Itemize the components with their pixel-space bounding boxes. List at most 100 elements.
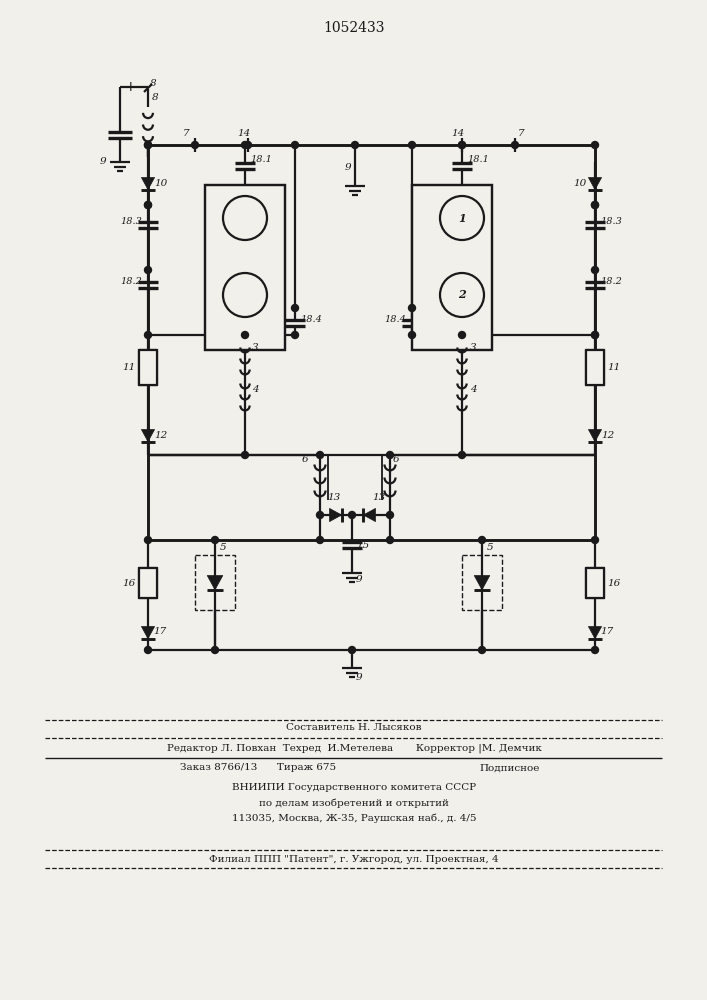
Bar <box>205 185 285 350</box>
Circle shape <box>479 536 486 544</box>
Text: 3: 3 <box>470 344 477 353</box>
Circle shape <box>440 196 484 240</box>
Text: 17: 17 <box>153 628 166 637</box>
Text: 18.2: 18.2 <box>120 277 142 286</box>
Text: Заказ 8766/13      Тираж 675: Заказ 8766/13 Тираж 675 <box>180 764 336 772</box>
Circle shape <box>144 332 151 338</box>
Circle shape <box>317 536 324 544</box>
Polygon shape <box>141 430 155 442</box>
Text: 11: 11 <box>122 362 135 371</box>
Circle shape <box>511 141 518 148</box>
Bar <box>412 185 492 350</box>
Text: 14: 14 <box>451 128 464 137</box>
Text: 13: 13 <box>372 492 385 502</box>
Polygon shape <box>363 508 375 522</box>
Polygon shape <box>141 626 155 639</box>
Circle shape <box>459 452 465 458</box>
Circle shape <box>211 647 218 654</box>
Circle shape <box>387 536 394 544</box>
Text: 18.1: 18.1 <box>250 155 272 164</box>
Circle shape <box>317 512 324 518</box>
Circle shape <box>387 452 394 458</box>
Bar <box>205 185 285 350</box>
Circle shape <box>242 452 248 458</box>
Text: 5: 5 <box>220 544 227 552</box>
Text: 6: 6 <box>302 456 309 464</box>
Circle shape <box>349 647 356 654</box>
Circle shape <box>459 141 465 148</box>
Text: 8: 8 <box>150 80 157 89</box>
Circle shape <box>291 141 298 148</box>
Text: 18.4: 18.4 <box>300 316 322 324</box>
Text: +: + <box>124 80 136 94</box>
Circle shape <box>409 141 416 148</box>
Circle shape <box>144 141 151 148</box>
Circle shape <box>592 141 599 148</box>
Circle shape <box>351 141 358 148</box>
Text: 18.1: 18.1 <box>467 155 489 164</box>
Text: 113035, Москва, Ж-35, Раушская наб., д. 4/5: 113035, Москва, Ж-35, Раушская наб., д. … <box>232 813 477 823</box>
Circle shape <box>144 266 151 273</box>
Circle shape <box>223 273 267 317</box>
Text: 1: 1 <box>458 213 466 224</box>
Circle shape <box>459 332 465 338</box>
Circle shape <box>242 141 248 148</box>
Circle shape <box>440 273 484 317</box>
Text: 10: 10 <box>573 178 586 188</box>
Text: по делам изобретений и открытий: по делам изобретений и открытий <box>259 798 449 808</box>
Circle shape <box>211 536 218 544</box>
Text: 18.3: 18.3 <box>600 218 622 227</box>
Polygon shape <box>588 178 602 190</box>
Circle shape <box>144 202 151 209</box>
Text: 12: 12 <box>601 430 614 440</box>
Circle shape <box>349 512 356 518</box>
Circle shape <box>409 332 416 338</box>
Text: 2: 2 <box>458 290 466 300</box>
Text: 1052433: 1052433 <box>323 21 385 35</box>
Circle shape <box>144 202 151 209</box>
Circle shape <box>592 332 599 338</box>
Polygon shape <box>141 178 155 190</box>
Text: 12: 12 <box>154 430 168 440</box>
Text: 3: 3 <box>252 344 259 353</box>
Text: 8: 8 <box>152 93 158 102</box>
Circle shape <box>317 452 324 458</box>
Text: 13: 13 <box>327 492 340 502</box>
Polygon shape <box>588 430 602 442</box>
Text: 9: 9 <box>345 163 351 172</box>
Text: 18.4: 18.4 <box>384 316 406 324</box>
Text: 10: 10 <box>154 178 168 188</box>
Circle shape <box>144 536 151 544</box>
Text: 6: 6 <box>393 456 399 464</box>
Circle shape <box>592 202 599 209</box>
Text: 14: 14 <box>237 128 250 137</box>
Bar <box>140 359 156 376</box>
Text: 11: 11 <box>607 362 620 371</box>
Text: 7: 7 <box>183 128 189 137</box>
Text: 15: 15 <box>356 540 369 550</box>
Circle shape <box>291 304 298 312</box>
Circle shape <box>592 266 599 273</box>
Circle shape <box>592 536 599 544</box>
Bar <box>139 568 157 598</box>
Circle shape <box>479 647 486 654</box>
Circle shape <box>223 196 267 240</box>
Text: Подписное: Подписное <box>480 764 540 772</box>
Text: Редактор Л. Повхан  Техред  И.Метелева       Корректор |М. Демчик: Редактор Л. Повхан Техред И.Метелева Кор… <box>167 743 542 753</box>
Circle shape <box>387 512 394 518</box>
Bar <box>586 568 604 598</box>
Bar <box>462 555 502 610</box>
Circle shape <box>144 647 151 654</box>
Text: 18.2: 18.2 <box>600 277 622 286</box>
Circle shape <box>592 202 599 209</box>
Text: ВНИИПИ Государственного комитета СССР: ВНИИПИ Государственного комитета СССР <box>232 784 476 792</box>
Polygon shape <box>207 576 223 590</box>
Bar <box>139 350 157 385</box>
Circle shape <box>144 141 151 148</box>
Circle shape <box>459 141 465 148</box>
Text: 9: 9 <box>356 576 363 584</box>
Circle shape <box>291 332 298 338</box>
Text: Филиал ППП "Патент", г. Ужгород, ул. Проектная, 4: Филиал ППП "Патент", г. Ужгород, ул. Про… <box>209 854 499 863</box>
Polygon shape <box>474 576 490 590</box>
Text: 4: 4 <box>470 385 477 394</box>
